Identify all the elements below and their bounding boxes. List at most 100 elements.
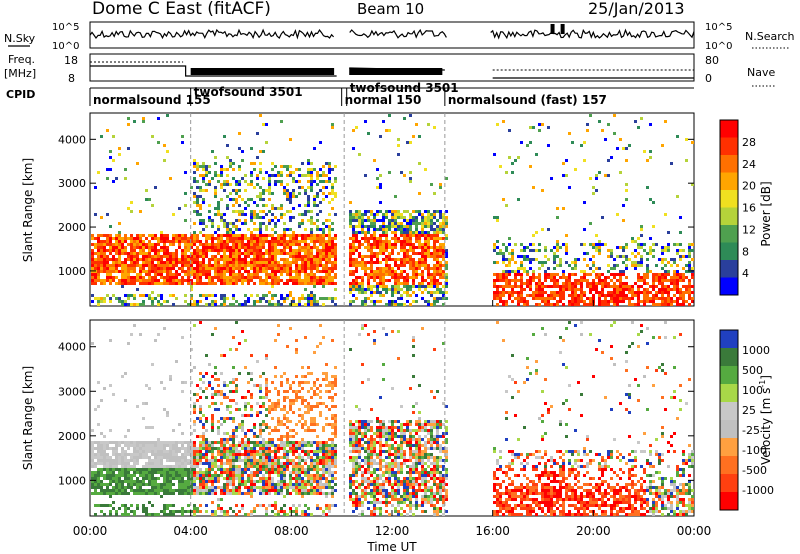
heatmap-cell xyxy=(403,282,406,285)
heatmap-cell xyxy=(355,231,358,234)
heatmap-cell xyxy=(367,285,370,288)
heatmap-cell xyxy=(328,177,331,180)
heatmap-cell xyxy=(367,237,370,240)
heatmap-cell xyxy=(436,258,439,261)
heatmap-cell xyxy=(433,282,436,285)
heatmap-cell xyxy=(133,282,136,285)
heatmap-cell xyxy=(205,225,208,228)
heatmap-cell xyxy=(100,504,103,507)
heatmap-cell xyxy=(589,243,592,246)
heatmap-cell xyxy=(289,252,292,255)
heatmap-cell xyxy=(220,255,223,258)
heatmap-cell xyxy=(199,243,202,246)
heatmap-cell xyxy=(214,276,217,279)
heatmap-cell xyxy=(595,276,598,279)
heatmap-cell xyxy=(382,216,385,219)
heatmap-cell xyxy=(295,255,298,258)
heatmap-cell xyxy=(256,414,259,417)
heatmap-cell xyxy=(193,180,196,183)
heatmap-cell xyxy=(283,297,286,300)
heatmap-cell xyxy=(103,483,106,486)
heatmap-cell xyxy=(247,246,250,249)
heatmap-cell xyxy=(601,243,604,246)
heatmap-cell xyxy=(214,441,217,444)
heatmap-cell xyxy=(580,243,583,246)
heatmap-cell xyxy=(619,297,622,300)
heatmap-cell xyxy=(253,228,256,231)
heatmap-cell xyxy=(235,282,238,285)
heatmap-cell xyxy=(322,297,325,300)
heatmap-cell xyxy=(103,474,106,477)
heatmap-cell xyxy=(205,234,208,237)
heatmap-cell xyxy=(217,201,220,204)
heatmap-cell xyxy=(172,447,175,450)
heatmap-cell xyxy=(364,264,367,267)
heatmap-cell xyxy=(310,210,313,213)
heatmap-cell xyxy=(556,300,559,303)
heatmap-cell xyxy=(139,258,142,261)
heatmap-cell xyxy=(262,489,265,492)
heatmap-cell xyxy=(643,150,646,153)
heatmap-cell xyxy=(373,219,376,222)
heatmap-cell xyxy=(181,279,184,282)
heatmap-cell xyxy=(97,297,100,300)
heatmap-cell xyxy=(400,171,403,174)
heatmap-cell xyxy=(214,249,217,252)
heatmap-cell xyxy=(349,252,352,255)
heatmap-cell xyxy=(94,453,97,456)
heatmap-cell xyxy=(241,423,244,426)
heatmap-cell xyxy=(361,261,364,264)
heatmap-cell xyxy=(331,168,334,171)
heatmap-cell xyxy=(286,243,289,246)
heatmap-cell xyxy=(415,300,418,303)
heatmap-cell xyxy=(145,189,148,192)
heatmap-cell xyxy=(292,258,295,261)
heatmap-cell xyxy=(154,255,157,258)
heatmap-cell xyxy=(259,246,262,249)
heatmap-cell xyxy=(193,393,196,396)
heatmap-cell xyxy=(547,300,550,303)
heatmap-cell xyxy=(115,282,118,285)
heatmap-cell xyxy=(652,279,655,282)
heatmap-cell xyxy=(232,168,235,171)
heatmap-cell xyxy=(109,243,112,246)
heatmap-cell xyxy=(175,237,178,240)
heatmap-cell xyxy=(406,282,409,285)
heatmap-cell xyxy=(208,294,211,297)
heatmap-cell xyxy=(124,237,127,240)
heatmap-cell xyxy=(172,489,175,492)
y-tick-label: 2000 xyxy=(58,221,86,234)
heatmap-cell xyxy=(226,264,229,267)
heatmap-cell xyxy=(211,264,214,267)
heatmap-cell xyxy=(376,186,379,189)
heatmap-cell xyxy=(406,234,409,237)
heatmap-cell xyxy=(127,513,130,516)
heatmap-cell xyxy=(190,489,193,492)
heatmap-cell xyxy=(547,303,550,306)
heatmap-cell xyxy=(541,300,544,303)
heatmap-cell xyxy=(106,279,109,282)
heatmap-cell xyxy=(124,273,127,276)
heatmap-cell xyxy=(301,219,304,222)
heatmap-cell xyxy=(265,228,268,231)
heatmap-cell xyxy=(121,252,124,255)
heatmap-cell xyxy=(412,222,415,225)
heatmap-cell xyxy=(433,297,436,300)
noise-sky-trace xyxy=(89,28,695,40)
heatmap-cell xyxy=(427,291,430,294)
heatmap-cell xyxy=(253,489,256,492)
heatmap-cell xyxy=(622,246,625,249)
heatmap-cell xyxy=(439,243,442,246)
heatmap-cell xyxy=(235,429,238,432)
heatmap-cell xyxy=(214,372,217,375)
heatmap-cell xyxy=(271,276,274,279)
heatmap-cell xyxy=(184,510,187,513)
heatmap-cell xyxy=(283,300,286,303)
heatmap-cell xyxy=(355,258,358,261)
heatmap-cell xyxy=(577,300,580,303)
heatmap-cell xyxy=(196,237,199,240)
heatmap-cell xyxy=(619,138,622,141)
heatmap-cell xyxy=(283,264,286,267)
heatmap-cell xyxy=(388,303,391,306)
